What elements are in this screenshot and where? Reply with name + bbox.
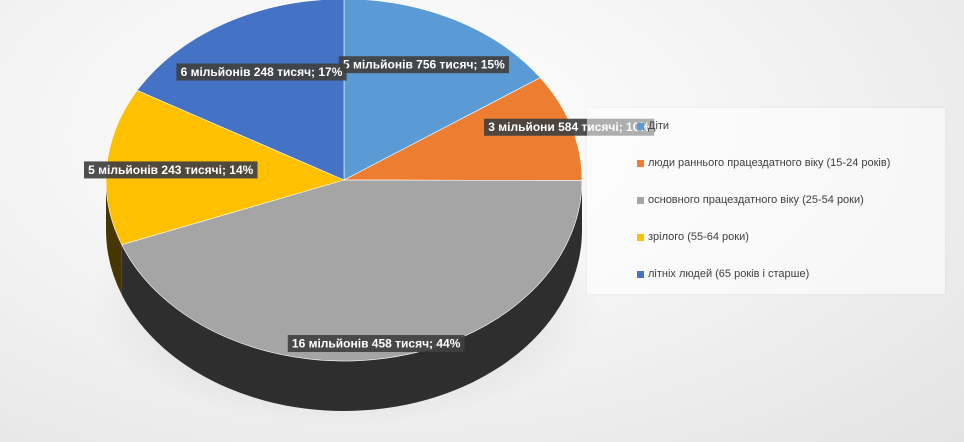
legend-swatch	[637, 196, 644, 204]
pie-slice-prime-working-age	[121, 179, 583, 362]
data-label-text: 5 мільйонів 756 тисяч; 15%	[343, 58, 505, 72]
legend-swatch	[637, 270, 644, 278]
data-label-text: 5 мільйонів 243 тисячі; 14%	[88, 163, 253, 177]
data-label-elderly: 6 мільйонів 248 тисяч; 17%	[176, 63, 347, 81]
legend-item-elderly: літніх людей (65 років і старше)	[637, 266, 809, 282]
pie-side-mature-age	[106, 180, 122, 295]
pie-sides	[106, 180, 582, 412]
data-label-mature-age: 5 мільйонів 243 тисячі; 14%	[84, 161, 258, 179]
legend-item-children: Діти	[637, 118, 669, 134]
legend-item-prime-working-age: основного працездатного віку (25-54 роки…	[637, 192, 864, 208]
data-label-box	[84, 161, 258, 179]
data-label-box	[338, 56, 509, 74]
data-label-children: 5 мільйонів 756 тисяч; 15%	[338, 56, 509, 74]
legend-item-mature-age: зрілого (55-64 роки)	[637, 229, 749, 245]
pie-slice-children	[343, 0, 541, 181]
legend-swatch	[637, 233, 644, 241]
legend-swatch	[637, 159, 644, 167]
pie-slices	[105, 0, 583, 362]
legend-item-early-working-age: люди раннього працездатного віку (15-24 …	[637, 155, 890, 171]
data-label-prime-working-age: 16 мільйонів 458 тисяч; 44%	[287, 335, 465, 353]
pie-slice-elderly	[136, 0, 345, 181]
data-label-box	[176, 63, 347, 81]
legend-label: основного працездатного віку (25-54 роки…	[648, 194, 864, 206]
legend-label: люди раннього працездатного віку (15-24 …	[648, 157, 891, 169]
data-label-text: 6 мільйонів 248 тисяч; 17%	[181, 65, 343, 79]
legend-label: літніх людей (65 років і старше)	[648, 268, 810, 280]
legend-swatch	[637, 122, 644, 130]
data-label-text: 16 мільйонів 458 тисяч; 44%	[292, 337, 461, 351]
pie-side-prime-working-age	[121, 180, 582, 412]
legend-label: Діти	[648, 120, 670, 132]
data-label-box	[287, 335, 465, 353]
legend-label: зрілого (55-64 роки)	[648, 231, 749, 243]
legend: Діти люди раннього працездатного віку (1…	[587, 108, 945, 294]
